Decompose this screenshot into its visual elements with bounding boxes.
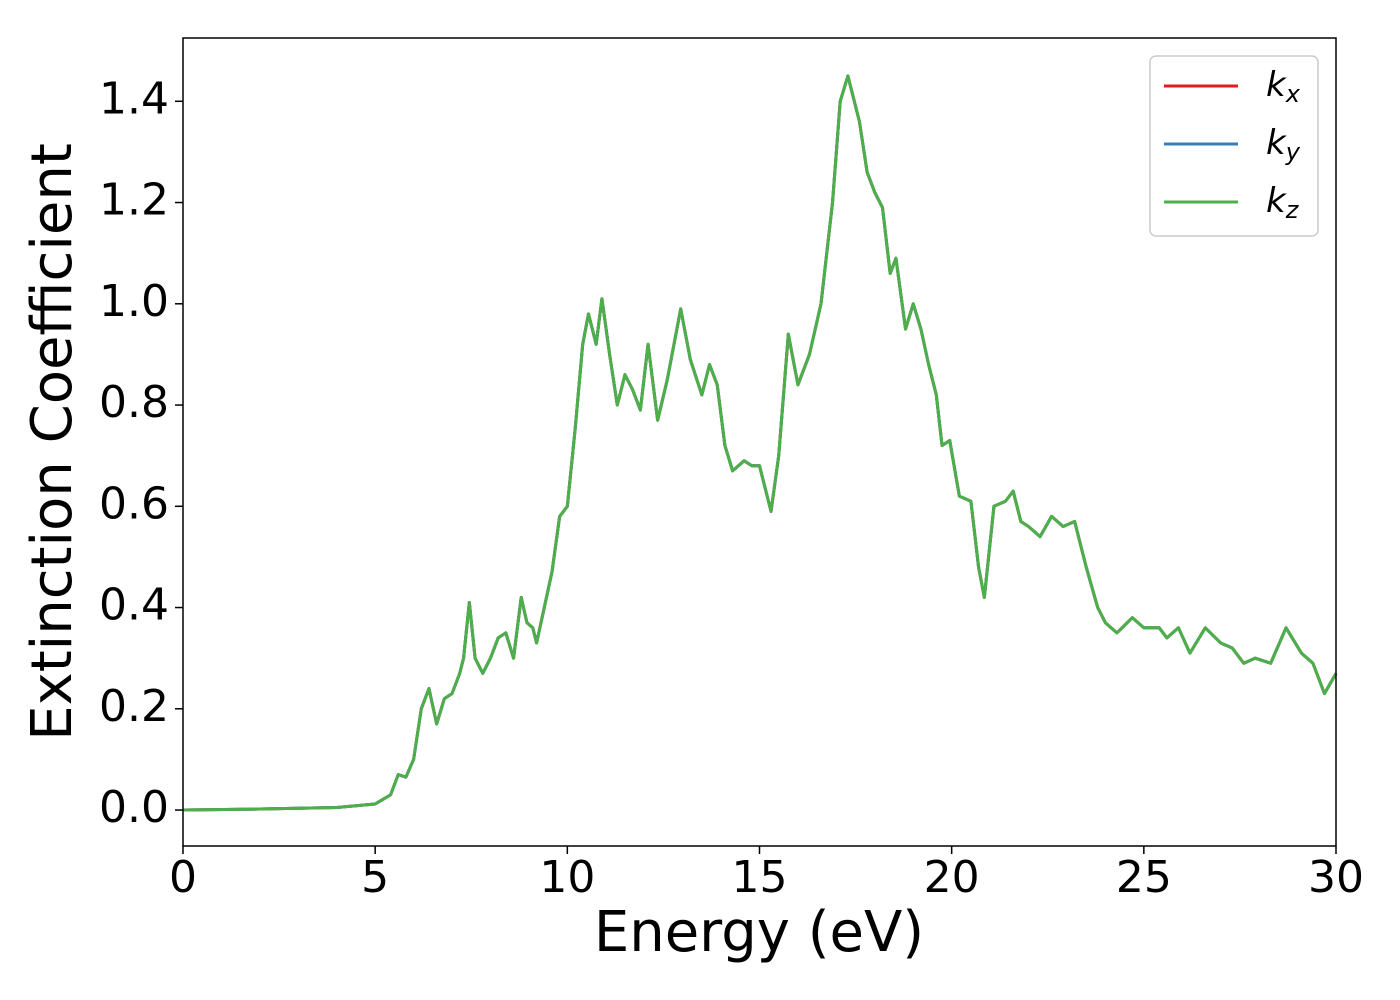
legend-label: kx — [1266, 65, 1301, 109]
x-tick-label: 5 — [361, 852, 389, 903]
y-tick-label: 1.2 — [99, 175, 169, 226]
line-series — [182, 74, 1338, 812]
legend-box — [1149, 55, 1319, 237]
y-tick-label: 1.0 — [99, 276, 169, 327]
legend-label: ky — [1266, 123, 1301, 167]
y-axis-label: Extinction Coefficient — [20, 143, 85, 741]
x-tick-label: 15 — [732, 852, 788, 903]
legend-label: kz — [1266, 181, 1300, 225]
x-tick-label: 25 — [1116, 852, 1172, 903]
plot-frame — [182, 37, 1337, 847]
y-tick-label: 1.4 — [99, 73, 169, 124]
y-tick-label: 0.2 — [99, 681, 169, 732]
y-tick-label: 0.8 — [99, 377, 169, 428]
x-tick-label: 10 — [539, 852, 595, 903]
x-tick-label: 30 — [1308, 852, 1364, 903]
x-axis-label: Energy (eV) — [594, 900, 924, 965]
y-tick-label: 0.0 — [99, 782, 169, 833]
x-tick-label: 20 — [924, 852, 980, 903]
y-tick-label: 0.6 — [99, 478, 169, 529]
y-tick-label: 0.4 — [99, 580, 169, 631]
x-tick-label: 0 — [169, 852, 197, 903]
